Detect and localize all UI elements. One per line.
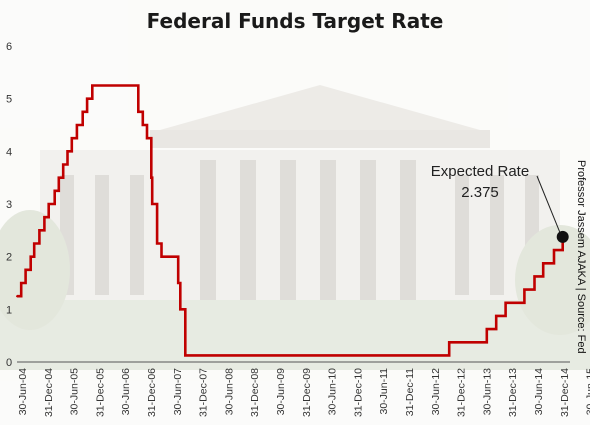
rate-point bbox=[66, 150, 69, 153]
rate-point bbox=[485, 328, 488, 331]
rate-point bbox=[38, 229, 41, 232]
x-tick-label: 31-Dec-08 bbox=[249, 368, 261, 417]
rate-point bbox=[146, 137, 148, 140]
x-tick-label: 30-Jun-15 bbox=[585, 368, 590, 415]
rate-point bbox=[137, 110, 140, 113]
y-tick-label: 2 bbox=[6, 252, 12, 264]
x-tick-label: 31-Dec-13 bbox=[507, 368, 519, 417]
rate-point bbox=[43, 216, 46, 219]
rate-point bbox=[29, 255, 32, 258]
rate-point bbox=[179, 308, 182, 311]
x-tick-label: 30-Jun-13 bbox=[481, 368, 493, 415]
annotation-leader-line bbox=[536, 175, 561, 233]
x-tick-label: 31-Dec-14 bbox=[559, 368, 571, 417]
rate-point bbox=[24, 268, 27, 271]
rate-point bbox=[91, 84, 94, 87]
y-tick-label: 1 bbox=[6, 304, 12, 316]
x-tick-label: 31-Dec-04 bbox=[43, 368, 55, 417]
y-tick-label: 4 bbox=[6, 146, 12, 158]
rate-point bbox=[141, 124, 144, 126]
source-credit: Professor Jassem AJAKA | Source: Fed bbox=[575, 160, 587, 354]
x-tick-label: 30-Jun-14 bbox=[533, 368, 545, 415]
rate-point bbox=[33, 242, 36, 245]
x-tick-label: 31-Dec-09 bbox=[301, 368, 313, 417]
rate-point bbox=[20, 282, 23, 284]
rate-point bbox=[70, 137, 73, 140]
rate-point bbox=[53, 189, 56, 192]
x-tick-label: 30-Jun-10 bbox=[327, 368, 339, 415]
rate-point bbox=[86, 97, 89, 100]
rate-point bbox=[47, 203, 50, 205]
x-tick-label: 31-Dec-06 bbox=[146, 368, 158, 417]
rate-point bbox=[504, 301, 507, 304]
x-tick-label: 31-Dec-05 bbox=[94, 368, 106, 417]
x-tick-label: 30-Jun-05 bbox=[69, 368, 81, 415]
y-tick-label: 5 bbox=[6, 94, 12, 106]
expected-rate-annotation: Expected Rate 2.375 bbox=[431, 163, 569, 243]
y-axis-ticks: 0 1 2 3 4 5 6 bbox=[6, 41, 12, 369]
x-axis-ticks: 30-Jun-04 31-Dec-04 30-Jun-05 31-Dec-05 30-J… bbox=[17, 368, 590, 417]
rate-point bbox=[75, 124, 78, 126]
rate-point bbox=[62, 163, 65, 166]
rate-point bbox=[533, 275, 536, 278]
rate-point bbox=[150, 176, 153, 179]
annotation-label: Expected Rate bbox=[431, 163, 529, 180]
x-tick-label: 31-Dec-12 bbox=[456, 368, 468, 417]
rate-point bbox=[448, 341, 451, 344]
x-tick-label: 31-Dec-11 bbox=[404, 368, 416, 416]
rate-series-points bbox=[16, 84, 564, 357]
y-tick-label: 6 bbox=[6, 41, 12, 53]
chart-title: Federal Funds Target Rate bbox=[147, 9, 444, 33]
rate-point bbox=[523, 288, 526, 291]
rate-point bbox=[160, 255, 163, 258]
x-tick-label: 30-Jun-04 bbox=[17, 368, 29, 415]
rate-point bbox=[57, 176, 60, 179]
x-tick-label: 31-Dec-07 bbox=[198, 368, 210, 417]
x-tick-label: 30-Jun-09 bbox=[275, 368, 287, 415]
y-tick-label: 0 bbox=[6, 357, 12, 369]
y-tick-label: 3 bbox=[6, 199, 12, 211]
x-tick-label: 30-Jun-12 bbox=[430, 368, 442, 415]
rate-point bbox=[151, 203, 154, 205]
rate-point bbox=[177, 282, 180, 284]
annotation-value: 2.375 bbox=[461, 184, 499, 201]
x-tick-label: 31-Dec-10 bbox=[352, 368, 364, 417]
rate-point bbox=[553, 249, 555, 252]
expected-rate-marker bbox=[556, 230, 569, 243]
x-tick-label: 30-Jun-11 bbox=[378, 368, 390, 415]
rate-series-line bbox=[17, 84, 565, 357]
x-tick-label: 30-Jun-07 bbox=[172, 368, 184, 415]
x-tick-label: 30-Jun-06 bbox=[120, 368, 132, 415]
rate-point bbox=[542, 262, 545, 265]
rate-point bbox=[81, 110, 84, 113]
rate-point bbox=[156, 242, 159, 245]
x-tick-label: 30-Jun-08 bbox=[223, 368, 235, 415]
rate-point bbox=[495, 314, 498, 317]
rate-point bbox=[184, 354, 187, 357]
rate-point bbox=[16, 295, 18, 298]
